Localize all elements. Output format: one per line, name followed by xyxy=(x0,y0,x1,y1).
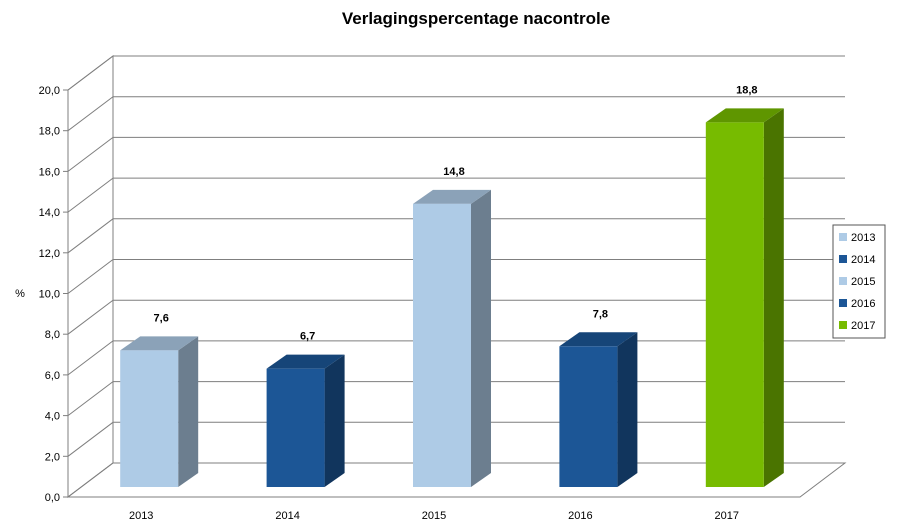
y-tick-label: 12,0 xyxy=(39,248,60,260)
gridline xyxy=(67,177,845,213)
bar-front xyxy=(120,350,179,487)
legend: 2013 2014 2015 2016 2017 xyxy=(832,224,886,339)
bar-top xyxy=(705,108,784,123)
bar-2017 xyxy=(705,108,784,488)
bar-front xyxy=(705,122,764,488)
bar-2014 xyxy=(266,354,345,487)
bar-side xyxy=(178,336,199,487)
legend-swatch xyxy=(839,321,847,329)
gridline xyxy=(67,136,845,172)
bar-front xyxy=(413,203,471,487)
legend-swatch xyxy=(839,277,847,285)
x-tick-label: 2017 xyxy=(715,510,739,522)
legend-swatch xyxy=(839,233,847,241)
y-tick-label: 4,0 xyxy=(45,411,60,423)
bar-2015 xyxy=(413,189,491,487)
legend-swatch xyxy=(839,255,847,263)
x-axis-ticks: 2013 2014 2015 2016 2017 xyxy=(129,510,739,522)
data-label: 6,7 xyxy=(300,331,315,343)
bar-front xyxy=(559,346,618,487)
x-tick-label: 2016 xyxy=(568,510,592,522)
y-tick-label: 18,0 xyxy=(39,126,60,138)
y-axis-label: % xyxy=(15,288,25,300)
data-label: 14,8 xyxy=(443,166,464,178)
gridline xyxy=(67,259,845,294)
x-tick-label: 2013 xyxy=(129,510,153,522)
gridline xyxy=(67,218,845,254)
y-tick-label: 16,0 xyxy=(39,166,60,178)
bar-front xyxy=(266,368,325,487)
y-tick-label: 20,0 xyxy=(39,85,60,97)
y-tick-label: 8,0 xyxy=(45,329,60,341)
bar-side xyxy=(763,108,784,488)
bar-2016 xyxy=(559,332,638,487)
bar-top xyxy=(559,332,638,347)
legend-entry: 2014 xyxy=(851,254,875,266)
y-tick-label: 10,0 xyxy=(39,289,60,301)
bars xyxy=(120,108,784,488)
legend-entry: 2017 xyxy=(851,320,875,332)
bar-side xyxy=(617,332,638,487)
y-axis-ticks: 0,0 2,0 4,0 6,0 8,0 10,0 12,0 14,0 16,0 18,0 20,0 xyxy=(39,85,60,504)
chart-title: Verlagingspercentage nacontrole xyxy=(342,9,610,28)
data-label: 7,8 xyxy=(593,308,608,320)
y-tick-label: 0,0 xyxy=(45,492,60,504)
y-tick-label: 14,0 xyxy=(39,207,60,219)
gridline xyxy=(67,55,845,91)
gridline xyxy=(67,96,845,132)
data-labels: 7,6 6,7 14,8 7,8 18,8 xyxy=(154,84,758,342)
bar-side xyxy=(471,189,491,487)
data-label: 7,6 xyxy=(154,312,169,324)
legend-swatch xyxy=(839,299,847,307)
bar-top xyxy=(120,336,199,351)
bar-side xyxy=(324,354,345,487)
legend-entry: 2015 xyxy=(851,276,875,288)
y-tick-label: 2,0 xyxy=(45,451,60,463)
legend-entry: 2016 xyxy=(851,298,875,310)
data-label: 18,8 xyxy=(736,84,757,96)
y-tick-label: 6,0 xyxy=(45,370,60,382)
bar-top xyxy=(413,189,491,204)
x-tick-label: 2015 xyxy=(422,510,446,522)
bar-top xyxy=(266,354,345,369)
bar-2013 xyxy=(120,336,199,487)
legend-entry: 2013 xyxy=(851,232,875,244)
x-tick-label: 2014 xyxy=(275,510,299,522)
gridline xyxy=(67,299,845,335)
